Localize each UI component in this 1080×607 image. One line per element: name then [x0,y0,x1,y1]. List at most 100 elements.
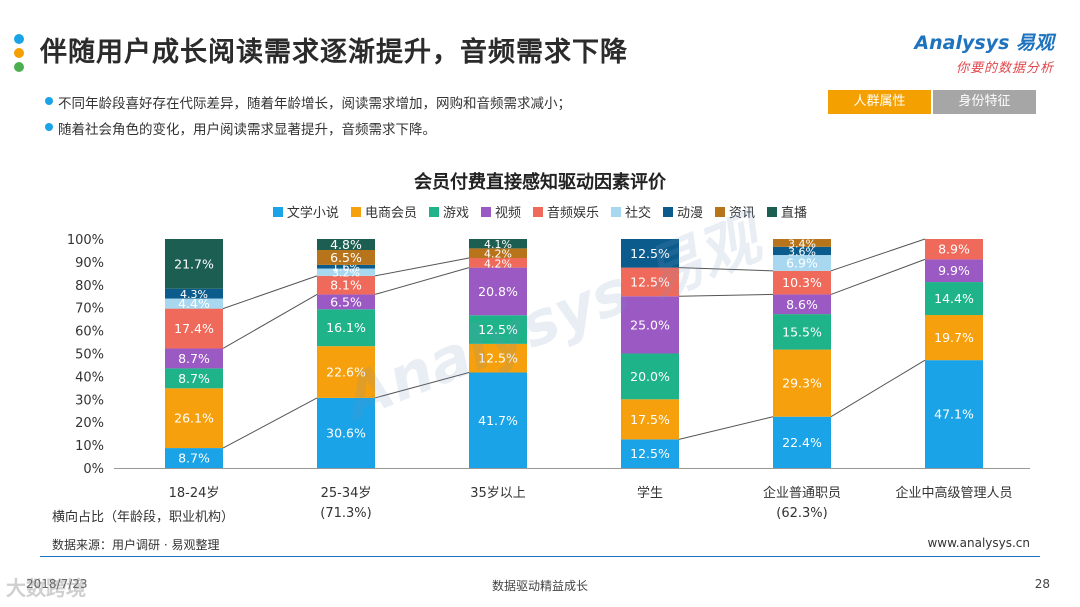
analysys-logo: Analysys 易观 你要的数据分析 [914,28,1054,76]
legend-label: 视频 [494,206,521,221]
bar-segment [469,239,527,249]
legend-item: 资讯 [715,202,755,221]
bar-segment [469,267,527,316]
share-value: (71.3%) [320,506,372,521]
legend-label: 动漫 [677,206,704,221]
legend-label: 电商会员 [364,206,417,221]
website-link[interactable]: www.analysys.cn [927,536,1030,550]
data-label: 8.7% [178,371,210,386]
data-label: 15.5% [782,324,822,339]
data-label: 8.9% [938,242,970,257]
y-tick-label: 60% [75,325,104,340]
connector-line [830,359,926,418]
legend-swatch [767,206,778,217]
connector-line [830,238,926,272]
data-label: 20.8% [478,284,518,299]
bar-segment [317,264,375,269]
bar-segment [165,288,223,299]
bar-segment [317,346,375,398]
logo-slogan: 你要的数据分析 [955,61,1054,76]
x-tick-label: 35岁以上 [470,486,526,501]
legend-swatch [715,206,726,217]
data-label: 26.1% [174,411,214,426]
data-label: 30.6% [326,425,366,440]
bar-segment [165,239,223,289]
footer-slogan: 数据驱动精益成长 [491,579,588,593]
tab-identity-features[interactable]: 身份特征 [933,90,1036,114]
bar-segment [165,448,223,468]
legend-label: 社交 [625,206,652,221]
data-label: 12.5% [478,351,518,366]
footer-date: 2018/7/23 [26,577,88,591]
connector-line [374,257,470,277]
y-tick-label: 70% [75,302,104,317]
legend-item: 电商会员 [350,202,417,221]
bar-segment [317,249,375,265]
data-source: 数据来源：用户调研 · 易观整理 [52,538,220,552]
legend-label: 资讯 [729,206,756,221]
data-label: 4.2% [484,248,512,261]
legend-item: 动漫 [663,202,703,221]
data-label: 12.5% [478,322,518,337]
bar-segment [317,309,375,347]
data-label: 12.5% [630,446,670,461]
x-tick-label: 18-24岁 [169,486,220,501]
connector-line [678,293,774,297]
data-label: 6.5% [330,250,362,265]
bar-segment [773,246,831,256]
legend-swatch [532,206,543,217]
bar-segment [469,315,527,344]
data-label: 4.8% [330,237,362,252]
bar-segment [621,399,679,440]
bar-segment [317,397,375,468]
legend-swatch [350,206,361,217]
data-label: 17.4% [174,321,214,336]
logo-main-text: Analysys 易观 [914,32,1054,54]
data-label: 20.0% [630,369,670,384]
data-label: 19.7% [934,330,974,345]
y-tick-label: 90% [75,256,104,271]
title-dot-blue [14,34,24,44]
legend-item: 视频 [480,202,521,221]
bar-segment [773,349,831,417]
data-label: 4.3% [180,288,208,301]
bar-segment [165,308,223,349]
data-label: 6.9% [786,255,818,270]
legend-label: 直播 [781,206,808,221]
legend-swatch [663,206,674,217]
y-tick-label: 40% [75,370,104,385]
bar-segment [469,248,527,259]
legend-swatch [272,206,283,217]
data-label: 22.4% [782,435,822,450]
connector-line [678,267,774,272]
legend-label: 音频娱乐 [546,206,599,221]
bar-segment [773,416,831,468]
legend-label: 游戏 [442,206,469,221]
data-label: 17.5% [630,412,670,427]
chart-title: 会员付费直接感知驱动因素评价 [414,172,666,193]
y-tick-label: 100% [67,233,104,248]
bar-segment [469,258,527,268]
connector-line [678,416,774,440]
y-tick-label: 0% [83,462,104,477]
bar-segment [773,255,831,271]
bar-segment [773,294,831,315]
data-label: 4.1% [484,238,512,251]
data-label: 21.7% [174,256,214,271]
bar-segment [317,268,375,276]
legend-item: 音频娱乐 [532,202,599,221]
bar-segment [773,239,831,247]
connector-line [374,372,470,399]
x-tick-label: 企业普通职员 [763,485,841,501]
legend-swatch [428,206,439,217]
y-tick-label: 80% [75,279,104,294]
x-tick-label: 学生 [637,485,663,501]
footer-divider [40,556,1040,557]
tab-crowd-attributes[interactable]: 人群属性 [828,90,931,114]
data-label: 41.7% [478,413,518,428]
legend-label: 文学小说 [286,206,339,221]
bar-segment [925,259,983,283]
bar-segment [925,282,983,316]
bar-segment [925,360,983,468]
data-label: 9.9% [938,263,970,278]
